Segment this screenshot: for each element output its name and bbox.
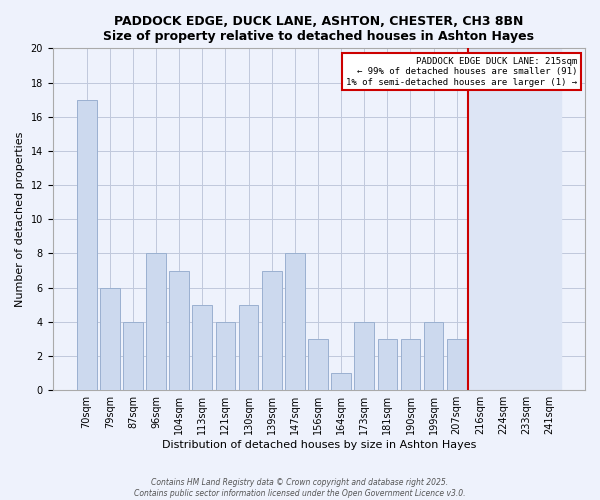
Text: Contains HM Land Registry data © Crown copyright and database right 2025.
Contai: Contains HM Land Registry data © Crown c…	[134, 478, 466, 498]
X-axis label: Distribution of detached houses by size in Ashton Hayes: Distribution of detached houses by size …	[161, 440, 476, 450]
Bar	[239, 304, 259, 390]
Bar	[468, 48, 561, 390]
Bar	[401, 339, 421, 390]
Bar	[100, 288, 119, 390]
Bar	[308, 339, 328, 390]
Bar	[447, 339, 467, 390]
Bar	[377, 339, 397, 390]
Bar	[355, 322, 374, 390]
Bar	[215, 322, 235, 390]
Bar	[169, 270, 189, 390]
Bar	[285, 254, 305, 390]
Bar	[424, 322, 443, 390]
Bar	[262, 270, 281, 390]
Y-axis label: Number of detached properties: Number of detached properties	[15, 132, 25, 307]
Text: PADDOCK EDGE DUCK LANE: 215sqm
← 99% of detached houses are smaller (91)
1% of s: PADDOCK EDGE DUCK LANE: 215sqm ← 99% of …	[346, 57, 577, 86]
Bar	[77, 100, 97, 390]
Title: PADDOCK EDGE, DUCK LANE, ASHTON, CHESTER, CH3 8BN
Size of property relative to d: PADDOCK EDGE, DUCK LANE, ASHTON, CHESTER…	[103, 15, 535, 43]
Bar	[123, 322, 143, 390]
Bar	[331, 373, 351, 390]
Bar	[146, 254, 166, 390]
Bar	[193, 304, 212, 390]
